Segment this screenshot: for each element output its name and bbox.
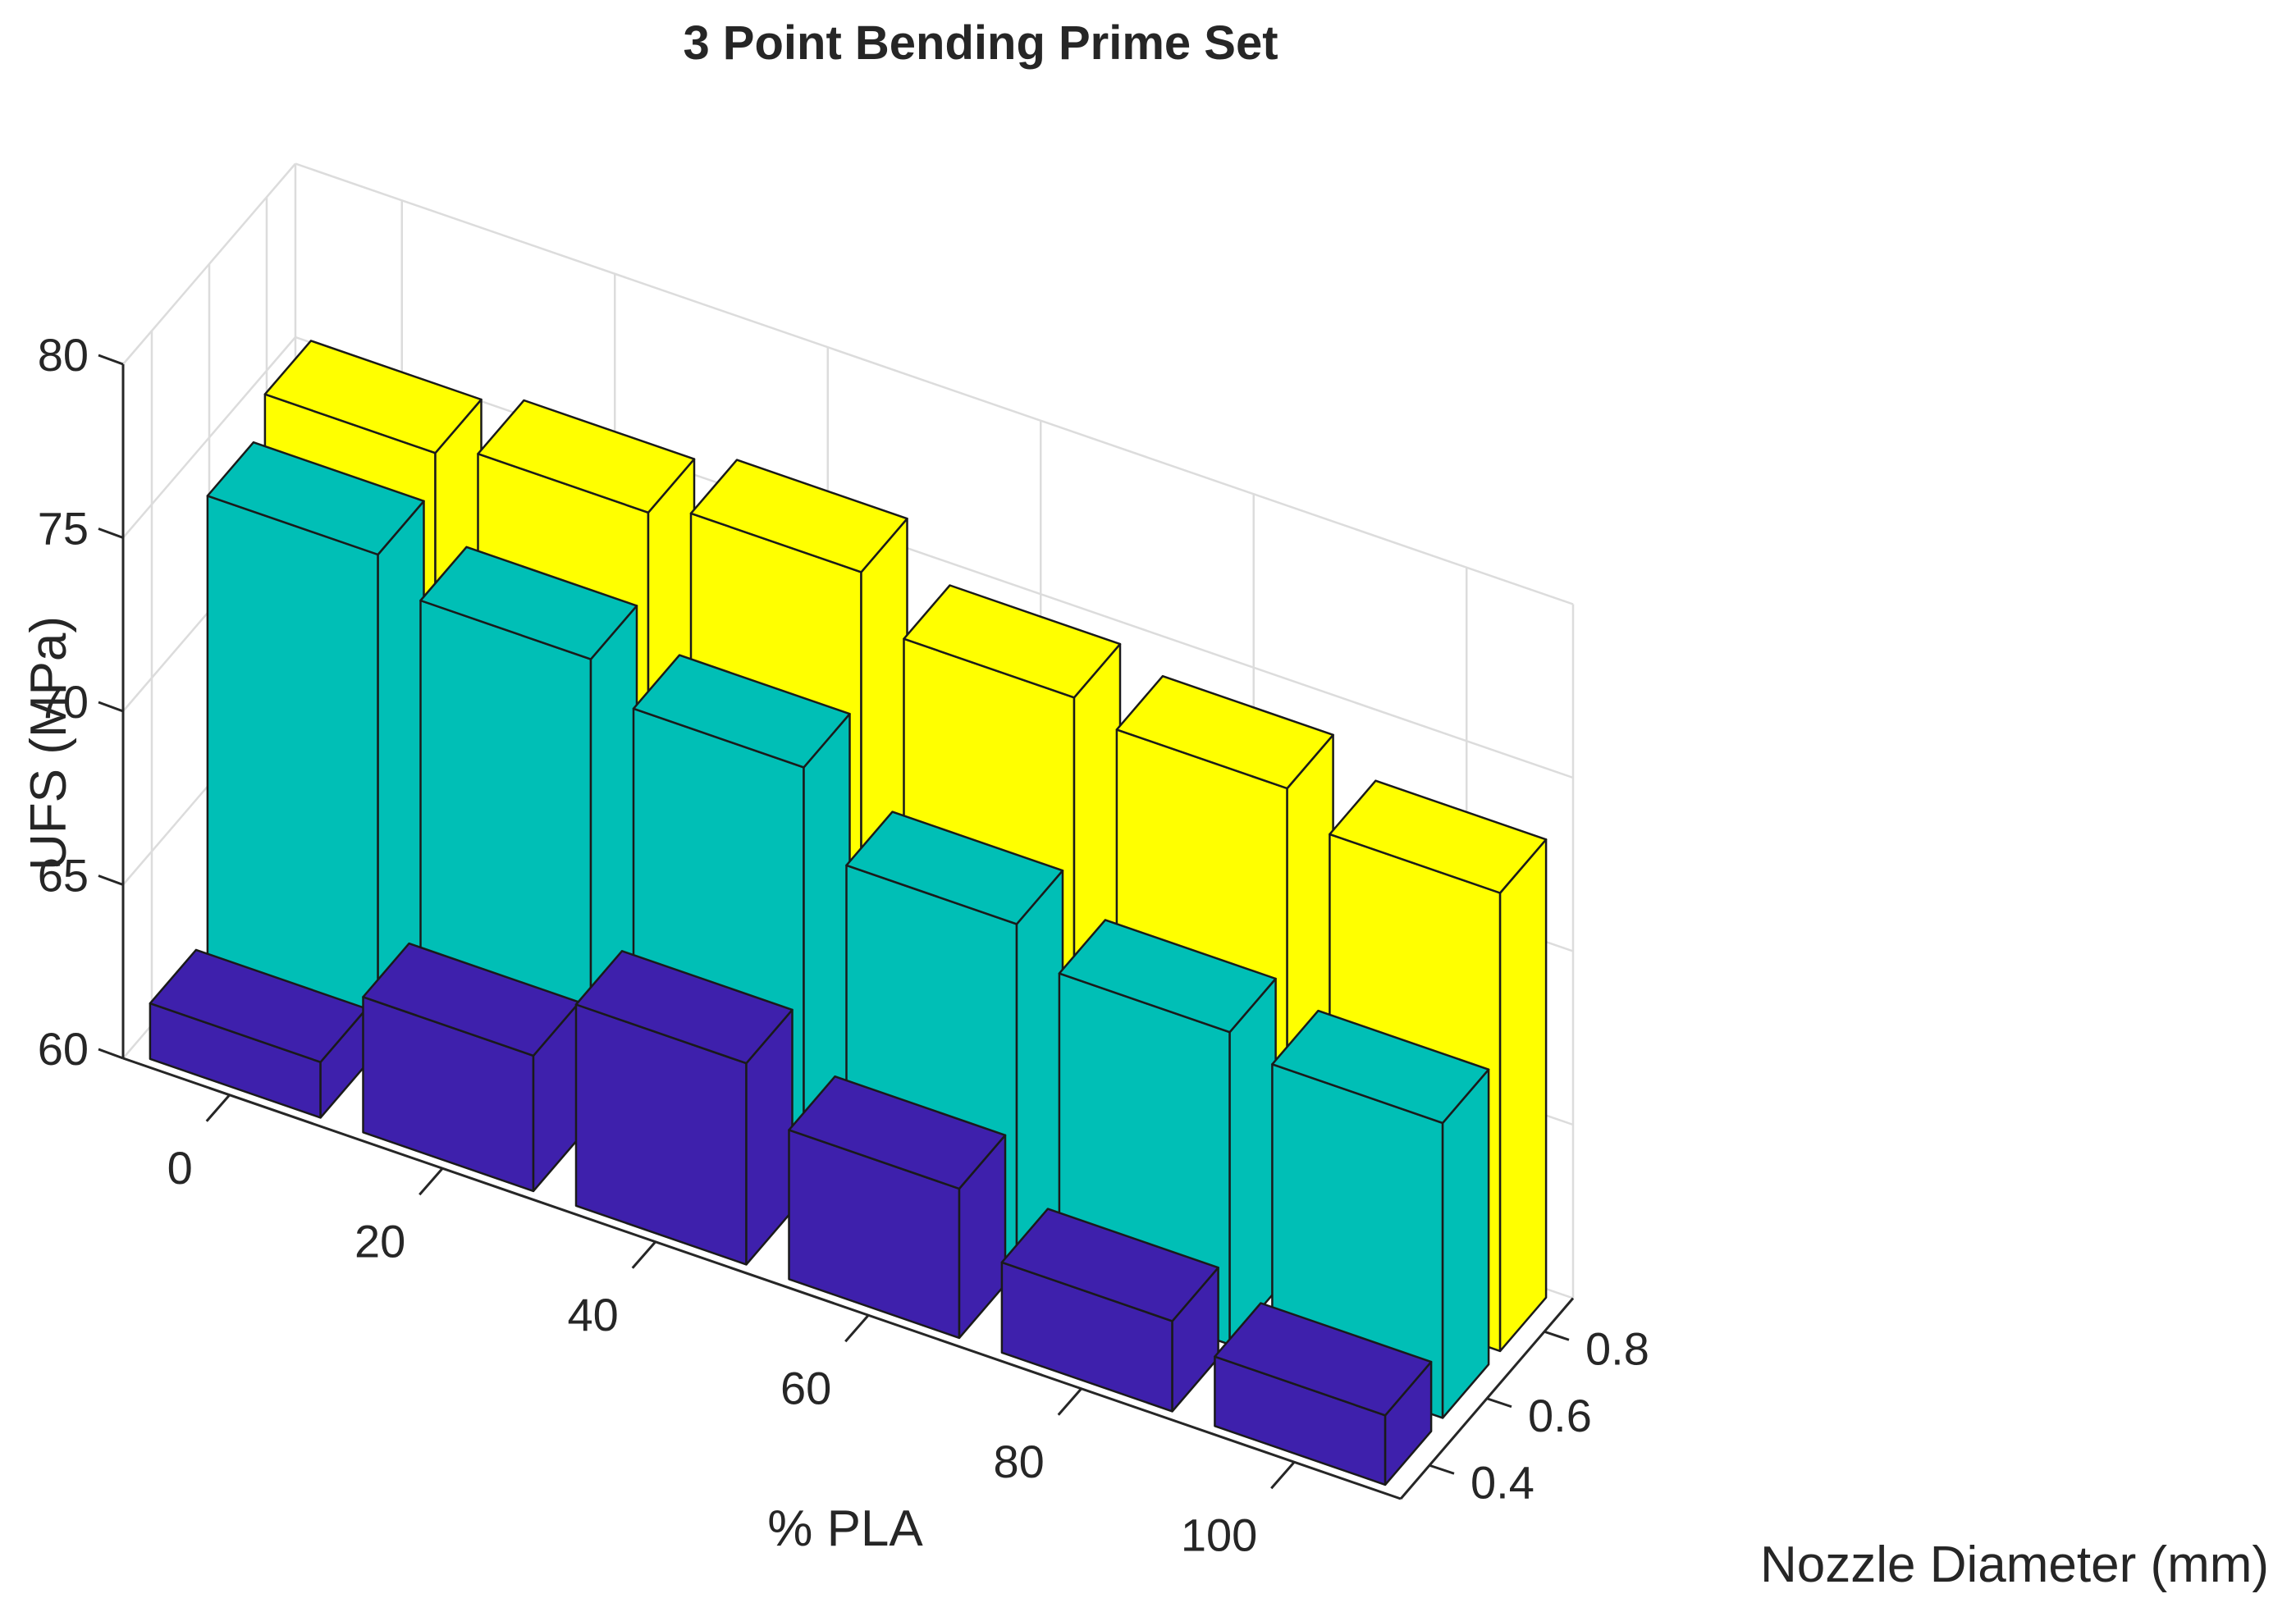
gridline-back-z: [295, 336, 1574, 779]
y-tick-mark: [1544, 1330, 1570, 1341]
axis-labels: 60 65 70 75 80 0 20 40 60 80 100 0.4 0.6 0.8 UFS (MPa)…: [21, 329, 2269, 1593]
axes: [98, 354, 1575, 1500]
bar-pla100-nozzle0.4: [1214, 1302, 1433, 1486]
z-tick-mark: [98, 701, 124, 713]
bar-pla60-nozzle0.4: [788, 1075, 1007, 1340]
z-tick-label: 80: [38, 329, 89, 381]
bar-pla40-nozzle0.4: [574, 950, 794, 1266]
bar-top-face: [845, 811, 1064, 925]
bars: [149, 340, 1548, 1486]
bar-top-face: [1329, 779, 1548, 894]
gridline-back-z: [295, 162, 1574, 605]
bar-top-face: [477, 399, 696, 514]
x-tick-label: 60: [780, 1362, 831, 1413]
bar-top-face: [632, 654, 851, 769]
bar-top-face: [1058, 919, 1277, 1034]
x-tick-mark: [418, 1167, 444, 1196]
y-tick-mark: [1486, 1397, 1512, 1409]
x-axis-label: % PLA: [767, 1500, 923, 1557]
z-tick-label: 75: [38, 503, 89, 555]
bar-pla20-nozzle0.4: [362, 942, 581, 1193]
y-axis-label: Nozzle Diameter (mm): [1760, 1537, 2269, 1593]
z-axis-label: UFS (MPa): [21, 616, 77, 870]
bar-top-face: [263, 340, 483, 454]
z-tick-mark: [98, 527, 124, 539]
bar-side-face: [1498, 838, 1548, 1353]
bar-top-face: [574, 950, 794, 1065]
bar-pla80-nozzle0.4: [1000, 1208, 1219, 1413]
x-tick-mark: [205, 1094, 231, 1122]
z-tick-label: 70: [38, 676, 89, 728]
bar-top-face: [689, 459, 908, 573]
x-tick-mark: [844, 1314, 870, 1343]
x-tick-label: 40: [567, 1289, 618, 1340]
z-tick-mark: [98, 354, 124, 366]
bar-top-face: [419, 546, 638, 660]
z-tick-label: 60: [38, 1023, 89, 1075]
bar-side-face: [1441, 1068, 1490, 1419]
y-tick-label: 0.8: [1585, 1322, 1649, 1374]
bar-top-face: [206, 441, 425, 556]
z-tick-label: 65: [38, 850, 89, 902]
z-tick-mark: [98, 874, 124, 886]
chart-title: 3 Point Bending Prime Set: [683, 16, 1278, 70]
x-tick-label: 0: [167, 1142, 193, 1194]
z-tick-mark: [98, 1048, 124, 1060]
bar-top-face: [903, 584, 1122, 699]
bar-side-face: [1228, 977, 1277, 1346]
x-tick-mark: [1057, 1387, 1082, 1416]
x-tick-label: 20: [354, 1215, 405, 1267]
y-tick-mark: [1429, 1464, 1455, 1475]
x-tick-mark: [631, 1240, 656, 1269]
y-tick-label: 0.6: [1528, 1390, 1592, 1441]
x-axis-line: [122, 1057, 1402, 1500]
bar-top-face: [1115, 674, 1334, 790]
bar-top-face: [1271, 1009, 1490, 1125]
bar-pla0-nozzle0.6: [206, 441, 425, 1053]
bar-top-face: [1214, 1302, 1433, 1417]
x-tick-label: 100: [1181, 1509, 1257, 1560]
y-tick-label: 0.4: [1470, 1456, 1534, 1508]
bar-top-face: [788, 1075, 1007, 1190]
bar-top-face: [1000, 1208, 1219, 1322]
x-tick-mark: [1270, 1461, 1296, 1490]
x-tick-label: 80: [993, 1436, 1044, 1487]
